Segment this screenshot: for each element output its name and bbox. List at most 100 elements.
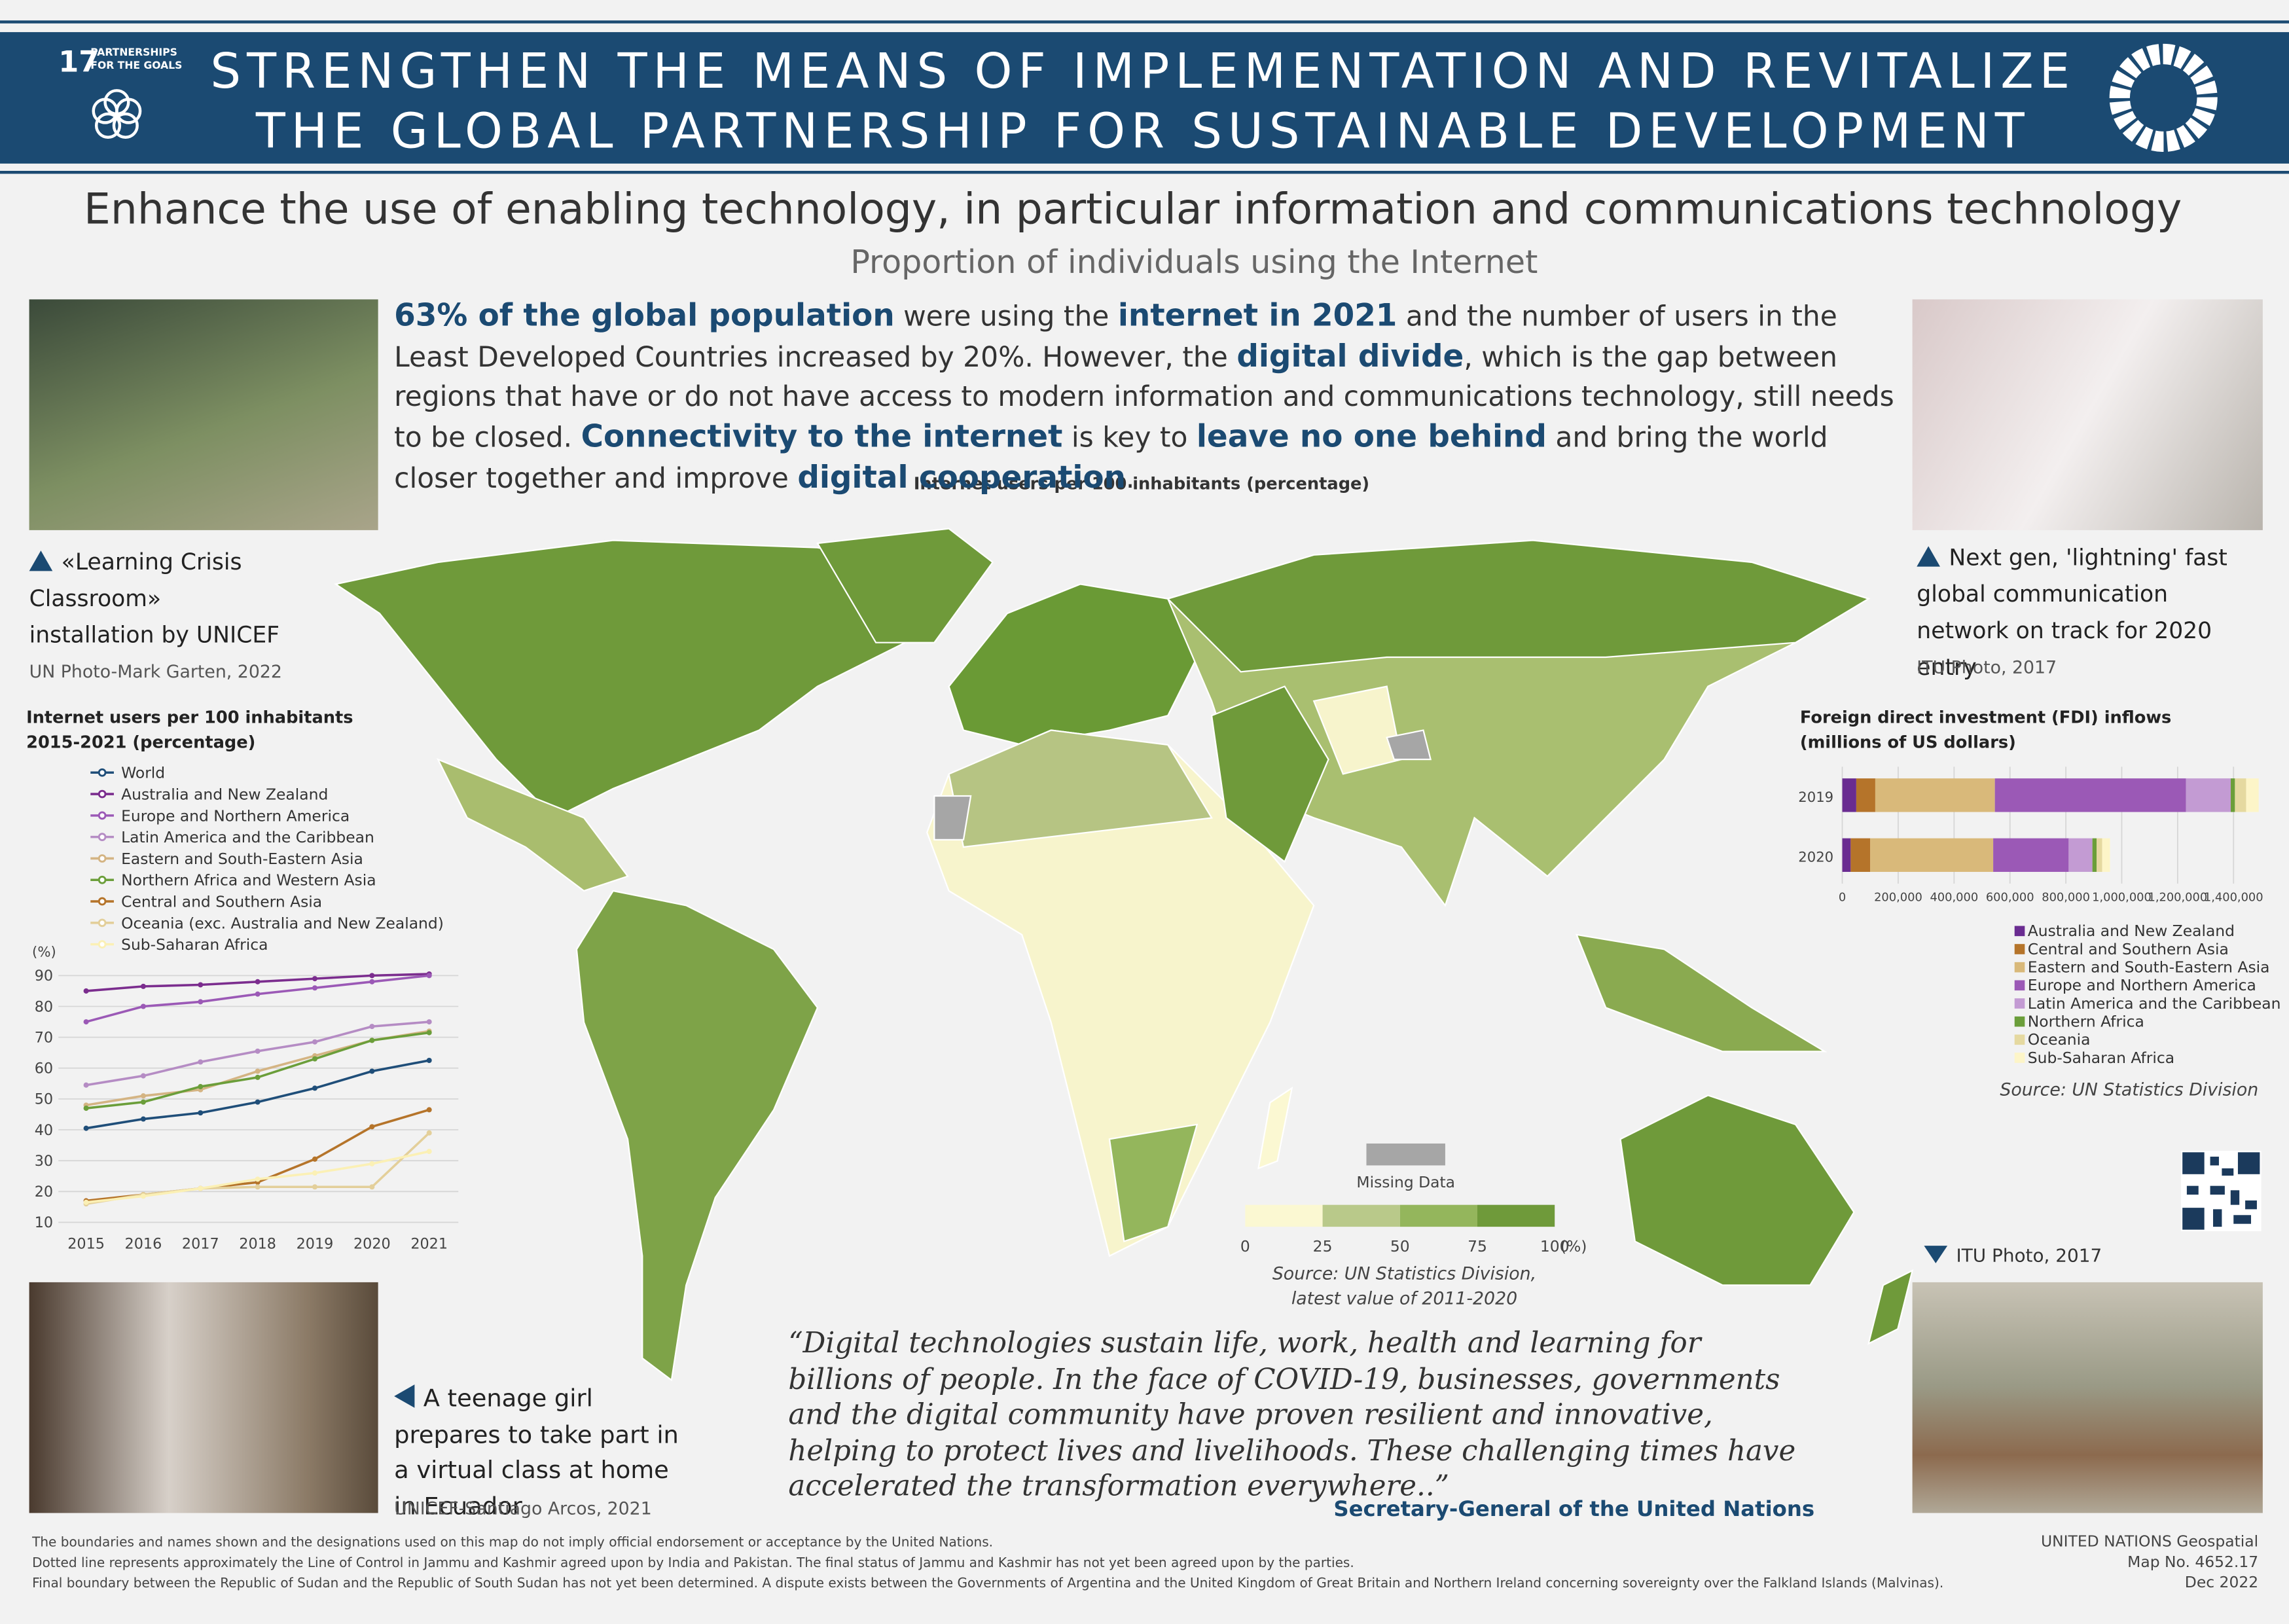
indicator: Proportion of individuals using the Inte…: [850, 245, 1538, 282]
footer-line: UNITED NATIONS Geospatial: [2040, 1533, 2259, 1551]
map-source: latest value of 2011-2020: [1291, 1288, 1517, 1308]
legend-marker: [98, 940, 107, 948]
x-tick-label: 1,000,000: [2092, 891, 2152, 905]
data-point: [140, 1003, 146, 1009]
data-point: [83, 988, 89, 994]
legend-swatch: [1399, 1204, 1477, 1227]
intro-text-run: , which is the gap between regions that …: [394, 342, 1894, 454]
quote: “Digital technologies sustain life, work…: [788, 1326, 1796, 1503]
chart-title: 2015-2021 (percentage): [26, 732, 255, 752]
photo-credit: UNICEF-Santiago Arcos, 2021: [394, 1498, 652, 1519]
legend-label: Northern Africa and Western Asia: [121, 871, 376, 890]
goal-name-line: FOR THE GOALS: [90, 60, 183, 72]
intro-highlight: Connectivity to the internet: [581, 419, 1063, 454]
x-tick-label: 2019: [297, 1236, 334, 1253]
caption-text: «Learning Crisis Classroom» installation…: [29, 549, 280, 649]
goal-icon: [92, 89, 142, 139]
data-point: [369, 1038, 375, 1043]
credit-text: ITU Photo, 2017: [1956, 1244, 2102, 1267]
legend-swatch: [1245, 1204, 1323, 1227]
bar-segment: [2102, 838, 2110, 872]
data-point: [83, 1106, 89, 1111]
data-point: [369, 1184, 375, 1190]
triangle-icon: [394, 1384, 415, 1408]
legend-marker: [2014, 1034, 2025, 1045]
data-point: [426, 1057, 432, 1064]
data-point: [140, 983, 146, 989]
data-point: [198, 1059, 204, 1065]
data-point: [312, 976, 318, 982]
legend-label: Sub-Saharan Africa: [2028, 1049, 2174, 1067]
data-point: [198, 1185, 204, 1191]
page-title: STRENGTHEN THE MEANS OF IMPLEMENTATION A…: [175, 41, 2111, 160]
bar-segment: [1856, 778, 1875, 812]
bar-segment: [1870, 838, 1994, 872]
x-tick-label: 0: [1839, 891, 1846, 905]
legend-label: Sub-Saharan Africa: [121, 935, 268, 954]
chart-source: Source: UN Statistics Division: [2000, 1079, 2258, 1100]
title-line: STRENGTHEN THE MEANS OF IMPLEMENTATION A…: [210, 42, 2076, 99]
legend-marker: [2014, 962, 2025, 973]
y-axis-label: (%): [32, 943, 56, 960]
photo-caption: A teenage girl prepares to take part in …: [394, 1382, 686, 1525]
legend-label: Eastern and South-Eastern Asia: [2028, 958, 2270, 976]
legend-label: Oceania: [2028, 1030, 2091, 1049]
intro-text: 63% of the global population were using …: [394, 297, 1898, 499]
data-point: [312, 1085, 318, 1091]
data-point: [83, 1125, 89, 1131]
goal-number: 17: [58, 43, 99, 79]
legend-marker: [98, 918, 107, 928]
legend-marker: [98, 833, 107, 842]
legend-marker: [2014, 1053, 2025, 1063]
legend-label: Australia and New Zealand: [2028, 922, 2235, 940]
y-tick-label: 50: [35, 1091, 53, 1108]
chart-title: Foreign direct investment (FDI) inflows: [1800, 708, 2171, 727]
data-point: [83, 1019, 89, 1025]
data-point: [255, 1048, 261, 1054]
x-tick-label: 600,000: [1986, 891, 2034, 905]
intro-text-run: .: [1125, 463, 1135, 496]
x-tick-label: 2015: [67, 1236, 105, 1253]
data-point: [426, 1019, 432, 1025]
footer: UNITED NATIONS Geospatial Map No. 4652.17…: [1898, 1532, 2258, 1593]
legend-marker: [2014, 1016, 2025, 1027]
target: Enhance the use of enabling technology, …: [83, 184, 2182, 234]
data-point: [255, 991, 261, 997]
y-tick-label: 2020: [1798, 848, 1833, 865]
x-tick-label: 2017: [182, 1236, 219, 1253]
photo-credit: UN Photo-Mark Garten, 2022: [29, 661, 282, 682]
disclaimer: The boundaries and names shown and the d…: [32, 1534, 1943, 1595]
y-tick-label: 20: [35, 1183, 53, 1200]
bar-segment: [1850, 838, 1871, 872]
legend-label: Northern Africa: [2028, 1012, 2144, 1030]
legend-label: Latin America and the Caribbean: [2028, 994, 2281, 1013]
missing-data-swatch: [1366, 1143, 1445, 1166]
legend-swatch: [1477, 1204, 1555, 1227]
legend-marker: [98, 789, 107, 799]
intro-highlight: digital divide: [1236, 338, 1464, 374]
data-point: [255, 1184, 261, 1190]
intro-text-run: and the number of users in the Least Dev…: [394, 300, 1837, 374]
x-tick-label: 2020: [353, 1236, 391, 1253]
bar-segment: [2097, 838, 2102, 872]
data-point: [255, 1176, 261, 1182]
data-point: [312, 1039, 318, 1045]
legend-label: Europe and Northern America: [121, 806, 350, 825]
legend-label: Central and Southern Asia: [2028, 940, 2229, 958]
data-point: [255, 979, 261, 984]
data-point: [369, 979, 375, 984]
intro-text-run: is key to: [1062, 422, 1197, 454]
bar-segment: [1994, 778, 2186, 812]
triangle-icon: [1917, 546, 1940, 567]
bar-segment: [2235, 778, 2246, 812]
legend-marker: [98, 875, 107, 884]
data-point: [312, 1156, 318, 1162]
y-tick-label: 80: [35, 998, 53, 1015]
x-tick-label: 1,200,000: [2148, 891, 2208, 905]
legend-label: Latin America and the Caribbean: [121, 828, 374, 846]
legend-marker: [98, 897, 107, 906]
footer-line: Dec 2022: [2184, 1574, 2259, 1592]
legend-label: Australia and New Zealand: [121, 785, 328, 804]
data-point: [369, 1024, 375, 1030]
qr-code: [2180, 1151, 2262, 1231]
